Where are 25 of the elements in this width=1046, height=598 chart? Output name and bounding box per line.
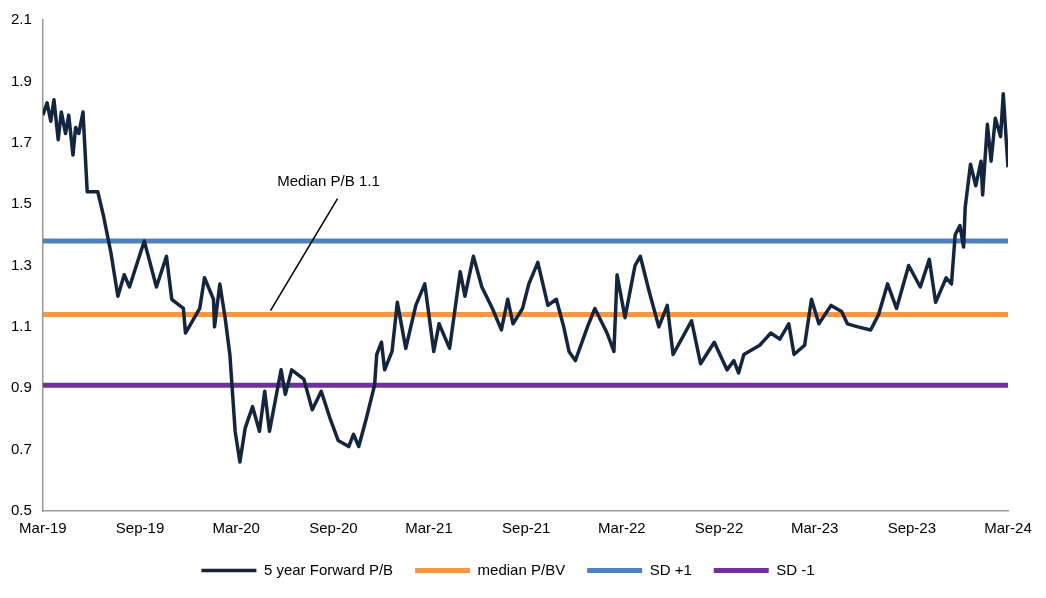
x-tick-label: Mar-21: [405, 519, 453, 537]
legend-label: median P/BV: [477, 560, 566, 578]
y-tick-label: 0.9: [10, 378, 32, 396]
y-tick-label: 1.5: [10, 194, 32, 212]
legend-label: 5 year Forward P/B: [263, 560, 394, 578]
x-tick-label: Mar-20: [212, 519, 260, 537]
x-tick-label: Mar-24: [984, 519, 1032, 537]
legend-label: SD +1: [649, 560, 692, 578]
x-tick-label: Mar-23: [790, 519, 839, 537]
annotation: Median P/B 1.1: [277, 171, 380, 189]
y-tick-label: 1.1: [10, 317, 32, 335]
x-tick-label: Sep-20: [309, 519, 358, 537]
x-tick-label: Mar-19: [19, 519, 67, 537]
y-tick-label: 0.7: [10, 439, 32, 457]
x-tick-label: Sep-22: [694, 519, 744, 537]
x-tick-label: Sep-19: [115, 519, 165, 537]
y-tick-label: 2.1: [10, 10, 32, 28]
y-tick-label: 1.3: [10, 255, 32, 273]
y-tick-label: 1.9: [10, 71, 32, 89]
x-tick-label: Sep-23: [887, 519, 937, 537]
x-tick-label: Sep-21: [502, 519, 551, 537]
x-tick-label: Mar-22: [598, 519, 646, 537]
y-tick-label: 0.5: [10, 501, 32, 519]
y-tick-label: 1.7: [10, 132, 32, 150]
legend-label: SD -1: [776, 560, 815, 578]
